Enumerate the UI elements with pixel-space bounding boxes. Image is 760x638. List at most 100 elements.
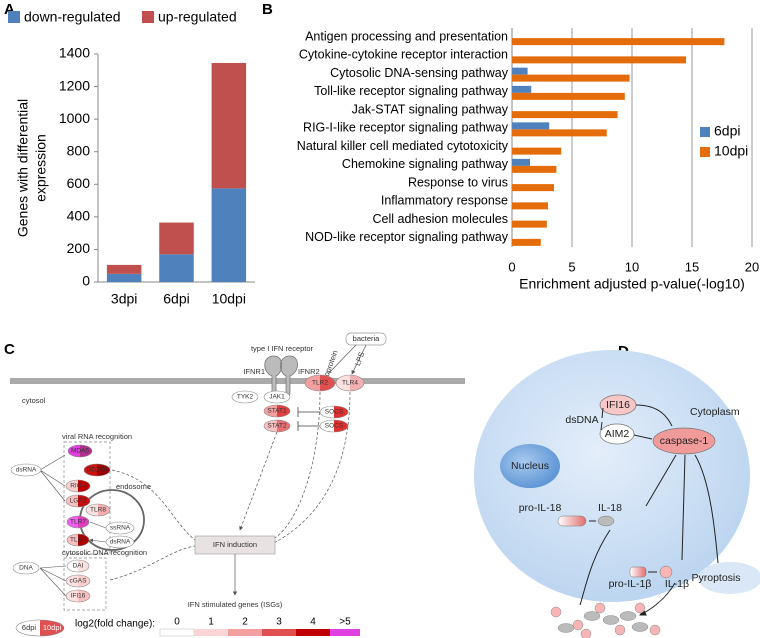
node-outline [335, 374, 365, 392]
color-scale [159, 628, 360, 637]
key-label: 6dpi [22, 623, 37, 632]
label: cytosol [22, 396, 46, 405]
node-label: dsRNA [110, 539, 131, 546]
node-half [320, 420, 334, 432]
node-half [78, 560, 89, 572]
node-half [264, 391, 277, 403]
particle [580, 628, 592, 638]
y-axis-label: Genes with differential [15, 99, 31, 237]
receptor-shape [264, 355, 298, 397]
scale-swatch [194, 629, 228, 636]
node-outline [10, 463, 42, 477]
il18-shape [597, 515, 615, 527]
y-tick-label: 400 [67, 208, 91, 224]
label: viral RNA recognition [62, 432, 132, 441]
y-tick-label: Cytosolic DNA-sensing pathway [330, 66, 509, 80]
node-outline [105, 535, 135, 549]
node-half [80, 445, 92, 457]
scale-label: 4 [310, 617, 316, 628]
node-half [78, 495, 90, 507]
label: IL-18 [598, 502, 622, 514]
node-half [26, 562, 39, 574]
bar [512, 74, 630, 82]
node-half [78, 590, 90, 602]
panel-label: B [262, 1, 273, 18]
y-tick-label: Cytokine-cytokine receptor interaction [299, 48, 508, 62]
node-outline [65, 574, 91, 588]
label: cytosolic DNA recognition [62, 548, 147, 557]
node-label: DNA [19, 565, 33, 572]
nucleus [500, 444, 560, 488]
node-half [334, 406, 348, 418]
y-tick-label: 1000 [59, 110, 90, 126]
node-half [66, 575, 78, 587]
bar [512, 111, 618, 119]
pro-il1b-shape [629, 566, 647, 578]
node-outline [66, 533, 90, 547]
legend-swatch [142, 11, 154, 23]
bar [512, 165, 557, 173]
node-label: TLR2 [312, 380, 328, 387]
node-label: DAI [73, 563, 84, 570]
node-label: TYK2 [237, 394, 254, 401]
group-box [63, 441, 111, 555]
node-outline [12, 561, 40, 575]
bar-segment [106, 264, 142, 274]
y-tick-label: 600 [67, 175, 91, 191]
key-label: 10dpi [43, 623, 62, 632]
node-label: TLR8 [90, 507, 106, 514]
node-half [305, 375, 320, 391]
node-label: TLR3 [70, 537, 86, 544]
node-half [106, 536, 120, 548]
node-half [68, 445, 80, 457]
bar [512, 238, 541, 246]
y-tick-label: RIG-I-like receptor signaling pathway [303, 121, 509, 135]
label: IFN stimulated genes (ISGs) [188, 600, 283, 609]
bar [512, 158, 530, 166]
label: AIM2 [605, 428, 630, 440]
bar [512, 220, 547, 228]
scale-label: 2 [242, 617, 248, 628]
node-half [66, 590, 78, 602]
node [652, 427, 716, 455]
node-outline [65, 494, 91, 508]
bar [512, 202, 548, 210]
membrane [10, 378, 465, 384]
node-half [78, 480, 90, 492]
node-half [277, 420, 290, 432]
bar-segment [159, 254, 194, 282]
bar [512, 38, 725, 46]
pyroptosis-bulge [698, 562, 760, 594]
node-half [78, 575, 90, 587]
node-outline [263, 404, 291, 418]
node-half [97, 464, 110, 476]
node-half [232, 391, 245, 403]
node-half [78, 534, 89, 546]
node-half [120, 536, 134, 548]
y-axis-label: expression [33, 134, 49, 202]
bar [512, 67, 528, 75]
node-half [106, 522, 120, 534]
node-half [320, 375, 335, 391]
particle [631, 622, 649, 632]
node [599, 423, 635, 445]
label: Pyroptosis [691, 572, 740, 584]
scale-title: log2(fold change): [75, 619, 155, 630]
y-tick-label: 1400 [59, 45, 90, 61]
label: IFI16 [606, 399, 630, 411]
key-half [40, 620, 64, 636]
particle [594, 602, 606, 614]
particle [602, 615, 620, 625]
scale-label: 1 [208, 617, 214, 628]
particle [614, 624, 626, 636]
node-outline [304, 374, 336, 392]
bar [512, 92, 625, 100]
node-label: LGP2 [70, 498, 87, 505]
bar [512, 184, 554, 192]
node-label: MDA5 [71, 448, 89, 455]
node-outline [263, 419, 291, 433]
label: pro-IL-18 [519, 502, 562, 514]
bar-segment [211, 62, 247, 189]
particle [572, 619, 584, 631]
